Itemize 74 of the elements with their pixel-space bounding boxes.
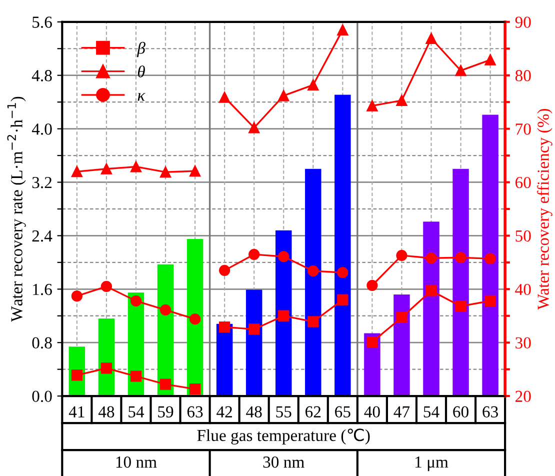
- x-tick-label: 41: [68, 406, 84, 418]
- text: 30 nm: [263, 456, 304, 468]
- point: [130, 161, 142, 172]
- point: [366, 336, 378, 348]
- bar: [334, 94, 351, 396]
- bar: [186, 239, 204, 396]
- y-tick-label: 0.0: [32, 390, 52, 402]
- point: [160, 166, 172, 178]
- x-tick-label: 62: [306, 406, 321, 418]
- bar: [305, 168, 322, 396]
- point: [71, 370, 82, 381]
- y-tick-label: 1.6: [33, 284, 52, 296]
- y-tick-label: 0.8: [32, 337, 52, 349]
- x-tick-label: 65: [335, 406, 350, 418]
- point: [455, 300, 466, 312]
- point: [396, 250, 408, 262]
- x-tick-label: 47: [394, 406, 410, 418]
- point: [130, 370, 142, 382]
- point: [160, 304, 172, 316]
- point: [396, 312, 408, 324]
- x-tick-label: 54: [424, 406, 440, 418]
- point: [100, 163, 112, 174]
- point: [100, 362, 112, 374]
- legend-label: θ: [138, 66, 145, 78]
- point: [160, 378, 172, 390]
- point: [71, 166, 82, 178]
- point: [189, 384, 201, 395]
- y2-tick-label: 30: [516, 337, 531, 349]
- x-tick-label: 59: [158, 406, 174, 418]
- y-tick-label: 5.6: [32, 16, 52, 28]
- y2-tick-label: 70: [516, 123, 531, 135]
- bar: [452, 168, 469, 396]
- bar: [275, 230, 292, 396]
- legend-label: κ: [138, 93, 146, 101]
- bar: [246, 290, 262, 396]
- x-tick-label: 63: [187, 406, 203, 418]
- text: 1 μm: [416, 456, 448, 472]
- point: [484, 295, 496, 306]
- x-tick-label: 40: [364, 406, 380, 418]
- x-tick-label: 55: [276, 406, 292, 418]
- point: [189, 165, 201, 177]
- y2-axis-title: Water recovery efficiency (%): [536, 108, 552, 310]
- point: [366, 280, 378, 291]
- y-tick-label: 4.0: [32, 123, 52, 135]
- point: [455, 252, 466, 264]
- y2-tick-label: 60: [515, 176, 531, 188]
- x-axis-title: Flue gas temperature (℃): [197, 428, 370, 445]
- text: 10 nm: [116, 456, 157, 468]
- point: [426, 252, 437, 264]
- point: [130, 295, 142, 306]
- point: [484, 253, 496, 264]
- y2-tick-label: 90: [515, 16, 531, 28]
- x-tick-label: 48: [98, 406, 114, 418]
- x-tick-label: 54: [128, 406, 144, 418]
- bar: [482, 114, 498, 396]
- bar: [423, 222, 440, 396]
- y2-tick-label: 40: [515, 284, 531, 296]
- y2-tick-label: 50: [516, 230, 531, 242]
- x-tick-label: 48: [246, 406, 262, 418]
- y-axis-title: Water recovery rate (L·m$^{−2}$·h$^{−1}$): [7, 96, 26, 322]
- x-tick-label: 63: [482, 406, 498, 418]
- y-tick-label: 3.2: [32, 176, 52, 188]
- bar: [394, 294, 410, 396]
- y-tick-label: 2.4: [32, 230, 52, 242]
- point: [189, 314, 201, 325]
- point: [426, 285, 437, 296]
- x-tick-label: 60: [453, 406, 468, 418]
- y2-tick-label: 80: [515, 70, 531, 82]
- point: [71, 290, 82, 302]
- y2-tick-label: 20: [516, 390, 531, 402]
- y-tick-label: 4.8: [32, 70, 52, 82]
- x-tick-label: 42: [216, 406, 232, 418]
- legend-label: β: [136, 42, 146, 58]
- point: [100, 280, 112, 292]
